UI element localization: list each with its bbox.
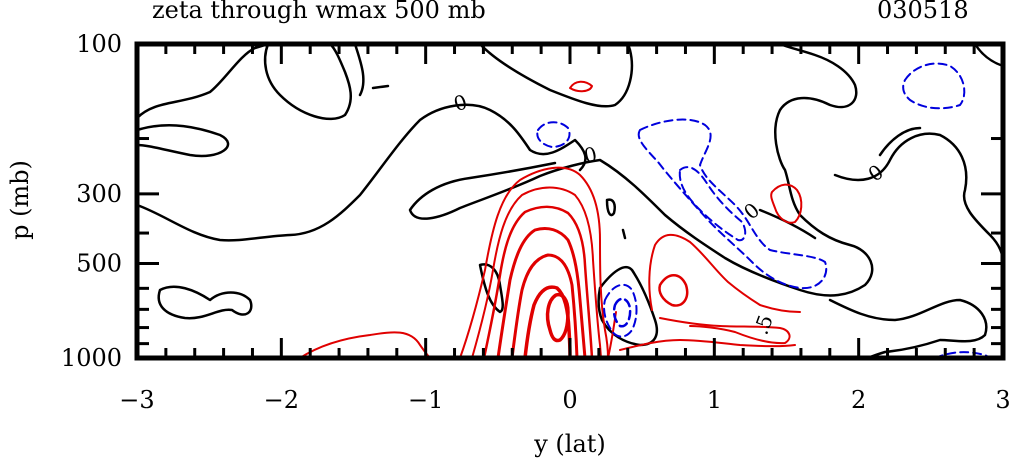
contour-label: 0 — [451, 90, 471, 117]
positive-contour — [496, 226, 587, 360]
zero-contour — [353, 42, 365, 97]
positive-contour — [619, 339, 796, 351]
x-tick-label: −1 — [408, 386, 443, 414]
positive-contour — [471, 186, 602, 359]
negative-contour — [637, 118, 828, 290]
zero-contour — [833, 132, 1005, 264]
zero-contours — [135, 42, 1005, 360]
date-label: 030518 — [877, 0, 969, 24]
tick-labels: −3 −2 −1 0 1 2 3 100 300 500 1000 — [61, 30, 1011, 414]
zero-contour — [135, 103, 587, 242]
contour-label: 0 — [582, 142, 599, 168]
y-axis-label: p (mb) — [6, 160, 34, 240]
positive-contour — [659, 317, 791, 345]
x-tick-label: 2 — [851, 386, 866, 414]
zero-contour — [135, 124, 230, 158]
x-tick-label: 0 — [562, 386, 577, 414]
y-tick-label: 300 — [76, 180, 122, 208]
positive-contour — [459, 166, 609, 359]
positive-contour — [658, 274, 689, 307]
negative-contour — [612, 297, 632, 328]
x-tick-label: 3 — [995, 386, 1010, 414]
y-tick-label: 100 — [76, 30, 122, 58]
zero-contour — [263, 42, 352, 121]
zero-contour — [597, 265, 659, 347]
positive-contour — [510, 253, 579, 360]
zero-contour — [408, 42, 874, 297]
plot-border — [134, 41, 1006, 361]
positive-contour — [569, 80, 593, 93]
x-tick-label: −2 — [264, 386, 299, 414]
zero-contour — [605, 198, 616, 217]
zero-contour — [135, 42, 270, 120]
x-axis-label: y (lat) — [533, 430, 606, 458]
y-tick-label: 500 — [76, 249, 122, 277]
zero-contour — [621, 228, 627, 240]
zero-contour — [371, 84, 390, 90]
positive-contour — [299, 331, 431, 359]
negative-contour — [603, 283, 638, 338]
zero-contour — [758, 208, 817, 240]
positive-contour — [648, 233, 801, 313]
axes-frame — [134, 41, 1006, 361]
chart-title: zeta through wmax 500 mb — [152, 0, 486, 24]
contour-label: .5 — [749, 312, 778, 338]
x-tick-label: −3 — [119, 386, 154, 414]
zero-contour — [157, 285, 253, 320]
negative-contour — [536, 121, 571, 148]
positive-contour — [482, 205, 594, 360]
x-tick-label: 1 — [707, 386, 722, 414]
zero-contour — [973, 42, 1005, 68]
contour-label: 0 — [864, 159, 888, 186]
positive-contour — [770, 183, 803, 224]
positive-contour — [545, 292, 570, 343]
contour-labels: 0 0 0 0 .5 — [451, 90, 888, 338]
y-tick-label: 1000 — [61, 344, 122, 372]
zero-contour — [478, 42, 634, 108]
negative-contour — [678, 166, 747, 242]
axis-ticks — [135, 42, 1005, 360]
zero-contour — [828, 298, 988, 360]
zero-contour — [878, 126, 922, 157]
negative-contour — [902, 62, 966, 110]
